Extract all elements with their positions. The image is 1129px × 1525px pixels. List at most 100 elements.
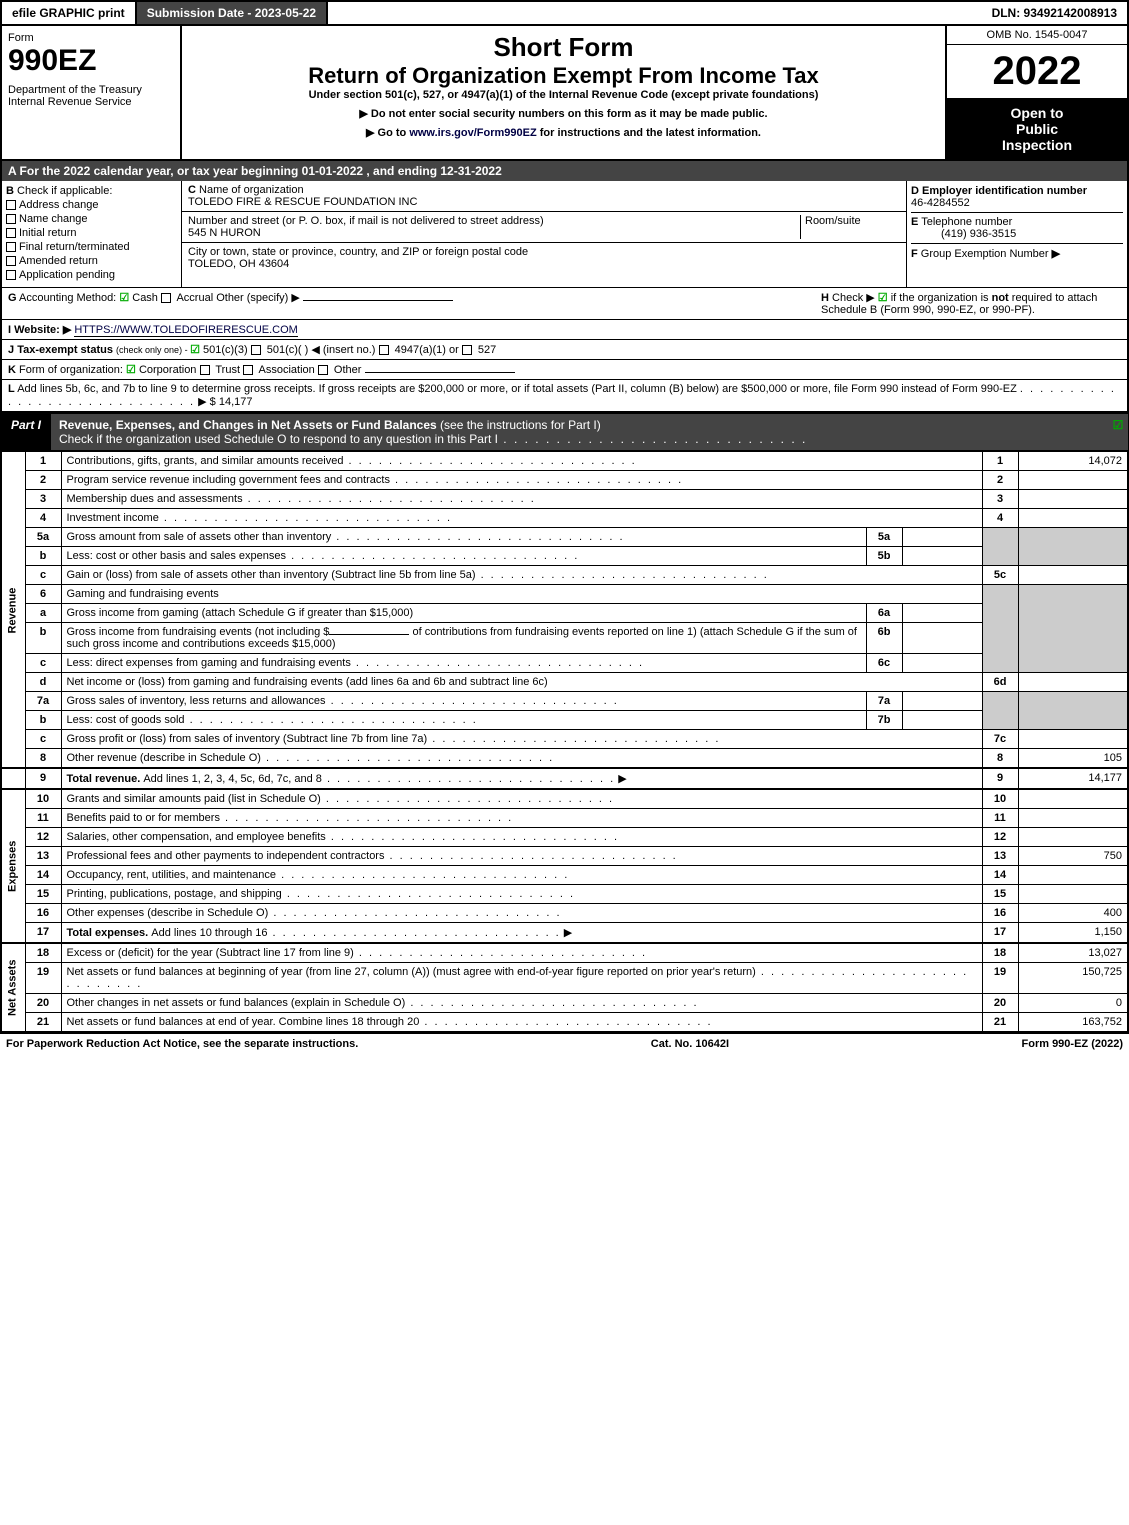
line-desc: Less: direct expenses from gaming and fu… [61,654,866,673]
chk-label: Name change [19,213,88,225]
line-num: 12 [25,828,61,847]
line-amount [1018,885,1128,904]
chk-final-return[interactable]: Final return/terminated [6,241,177,253]
line-ref: 1 [982,452,1018,471]
line-ref: 6d [982,673,1018,692]
line-desc: Printing, publications, postage, and shi… [61,885,982,904]
g-label: G [8,292,17,304]
line-num: 5a [25,528,61,547]
chk-address-change[interactable]: Address change [6,199,177,211]
4947-option: 4947(a)(1) or [395,344,459,356]
omb-number: OMB No. 1545-0047 [947,26,1127,45]
line-desc: Gross amount from sale of assets other t… [61,528,866,547]
checkmark-icon: ☑ [878,292,888,304]
netassets-section-label: Net Assets [1,943,25,1032]
shade-cell [982,528,1018,566]
line-num: 18 [25,943,61,963]
assoc-checkbox[interactable] [243,365,253,375]
row-k: K Form of organization: ☑ Corporation Tr… [0,360,1129,380]
line-desc: Total expenses. Add lines 10 through 16 … [61,923,982,944]
notice-pre: ▶ Go to [366,127,409,139]
tax-year: 2022 [947,45,1127,99]
line-desc: Contributions, gifts, grants, and simila… [61,452,982,471]
open-public-badge: Open to Public Inspection [947,99,1127,159]
line-num: 16 [25,904,61,923]
trust-checkbox[interactable] [200,365,210,375]
trust-option: Trust [215,364,240,376]
f-label: F [911,248,918,260]
4947-checkbox[interactable] [379,345,389,355]
part1-header: Part I Revenue, Expenses, and Changes in… [0,413,1129,451]
sub-ref: 6c [866,654,902,673]
org-name-row: C Name of organization TOLEDO FIRE & RES… [182,181,906,212]
line-num: 17 [25,923,61,944]
under-section: Under section 501(c), 527, or 4947(a)(1)… [188,89,939,101]
line-ref: 5c [982,566,1018,585]
line-desc: Total revenue. Add lines 1, 2, 3, 4, 5c,… [61,768,982,789]
short-form-title: Short Form [188,32,939,63]
chk-application-pending[interactable]: Application pending [6,269,177,281]
line-desc: Net assets or fund balances at beginning… [61,963,982,994]
sub-amount [902,623,982,654]
line-ref: 3 [982,490,1018,509]
line-num: 9 [25,768,61,789]
shade-cell [1018,528,1128,566]
line-desc: Gross income from gaming (attach Schedul… [61,604,866,623]
h-text1: Check ▶ [832,292,875,304]
line-amount [1018,490,1128,509]
line-num: 6 [25,585,61,604]
527-option: 527 [478,344,496,356]
l-label: L [8,383,15,395]
e-label: E [911,216,918,228]
footer-center: Cat. No. 10642I [651,1038,729,1050]
part1-title: Revenue, Expenses, and Changes in Net As… [51,414,1108,450]
line-desc: Excess or (deficit) for the year (Subtra… [61,943,982,963]
checkmark-icon: ☑ [126,364,136,376]
line-ref: 19 [982,963,1018,994]
accrual-checkbox[interactable] [161,293,171,303]
h-label: H [821,292,829,304]
irs-link[interactable]: www.irs.gov/Form990EZ [409,127,536,139]
h-not: not [992,292,1009,304]
revenue-table: Revenue 1 Contributions, gifts, grants, … [0,451,1129,1033]
other-org-input[interactable] [365,372,515,373]
line-desc: Net assets or fund balances at end of ye… [61,1013,982,1033]
sub-ref: 7b [866,711,902,730]
line-desc: Net income or (loss) from gaming and fun… [61,673,982,692]
line-ref: 16 [982,904,1018,923]
part1-check-line: Check if the organization used Schedule … [59,432,498,446]
chk-name-change[interactable]: Name change [6,213,177,225]
efile-print-button[interactable]: efile GRAPHIC print [2,2,137,24]
contrib-input[interactable] [329,634,409,635]
line-desc: Gross sales of inventory, less returns a… [61,692,866,711]
chk-initial-return[interactable]: Initial return [6,227,177,239]
line-num: 4 [25,509,61,528]
header-left: Form 990EZ Department of the Treasury In… [2,26,182,159]
ein-value: 46-4284552 [911,197,970,209]
sub-amount [902,711,982,730]
k-label: K [8,364,16,376]
city-label: City or town, state or province, country… [188,246,528,258]
website-link[interactable]: HTTPS://WWW.TOLEDOFIRERESCUE.COM [74,324,297,337]
527-checkbox[interactable] [462,345,472,355]
line-amount [1018,866,1128,885]
line-desc: Other expenses (describe in Schedule O) [61,904,982,923]
sub-ref: 5b [866,547,902,566]
501c-checkbox[interactable] [251,345,261,355]
notice-post: for instructions and the latest informat… [537,127,761,139]
line-desc: Gain or (loss) from sale of assets other… [61,566,982,585]
i-text: Website: ▶ [14,324,71,336]
line-ref: 17 [982,923,1018,944]
line-amount: 13,027 [1018,943,1128,963]
other-checkbox[interactable] [318,365,328,375]
other-option: Other (specify) ▶ [216,292,300,304]
line-desc: Less: cost or other basis and sales expe… [61,547,866,566]
other-input[interactable] [303,300,453,301]
line-ref: 13 [982,847,1018,866]
accrual-option: Accrual [176,292,213,304]
sub-amount [902,692,982,711]
k-text: Form of organization: [19,364,123,376]
chk-amended-return[interactable]: Amended return [6,255,177,267]
schedule-o-checkbox[interactable]: ☑ [1108,414,1128,450]
line-num: a [25,604,61,623]
